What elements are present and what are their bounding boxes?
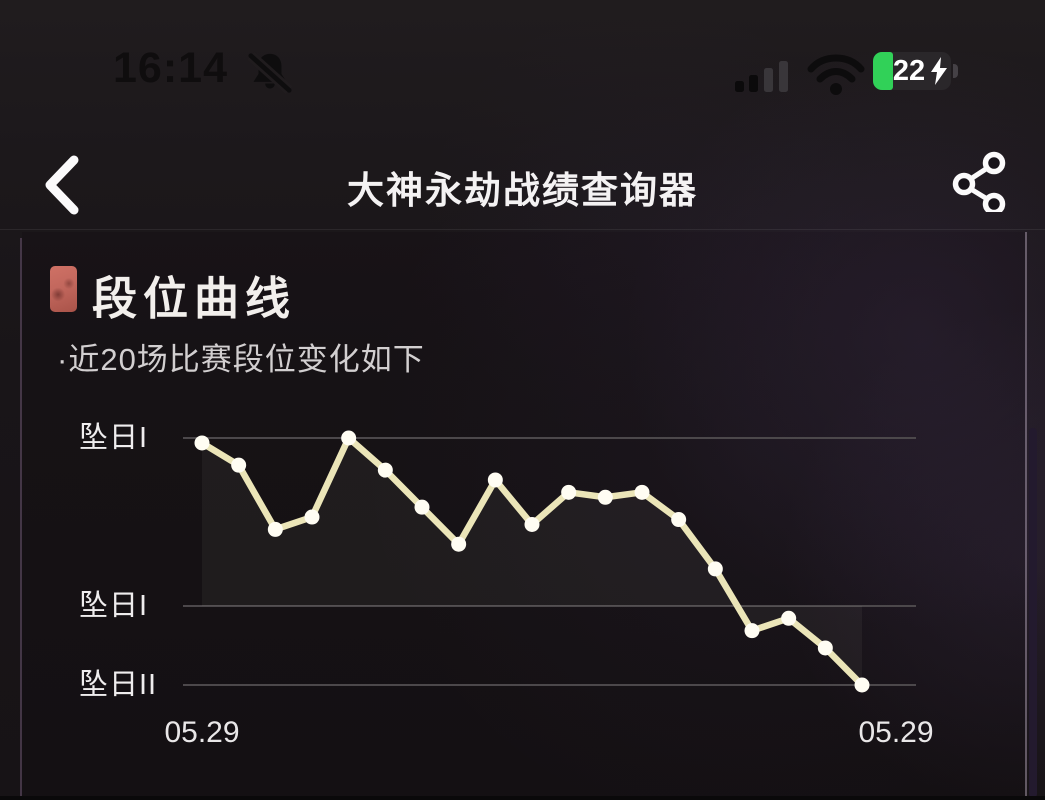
- data-point: [267, 521, 283, 537]
- data-point: [817, 640, 833, 656]
- data-point: [634, 484, 650, 500]
- data-point: [414, 499, 430, 515]
- y-axis-tick-label: 坠日I: [79, 422, 149, 454]
- battery-level-fill: [873, 52, 893, 90]
- card-right-border: [1025, 232, 1027, 798]
- section-badge-icon: [50, 266, 77, 312]
- share-button[interactable]: [942, 144, 1016, 220]
- card-left-border: [20, 238, 22, 796]
- data-point: [524, 516, 540, 532]
- data-point: [707, 561, 723, 577]
- data-point: [854, 677, 870, 693]
- wifi-icon: [807, 54, 865, 95]
- section-subtitle: ·近20场比赛段位变化如下: [57, 342, 425, 377]
- bottom-edge: [0, 796, 1045, 800]
- data-point: [451, 536, 467, 552]
- battery-percent: 22: [892, 55, 926, 87]
- data-points: [194, 430, 870, 693]
- data-point: [671, 512, 687, 528]
- y-axis-tick-label: 坠日I: [79, 589, 149, 622]
- data-point: [487, 472, 503, 488]
- gridline: [183, 604, 916, 607]
- scrollbar-thumb[interactable]: [1029, 428, 1037, 798]
- battery-cap: [953, 64, 958, 78]
- data-point: [744, 623, 760, 639]
- data-point: [231, 457, 247, 473]
- bell-muted-icon: [247, 51, 293, 95]
- data-point: [194, 435, 210, 451]
- status-time: 16:14: [113, 44, 228, 92]
- section-title: 段位曲线: [92, 272, 297, 325]
- page-title: 大神永劫战绩查询器: [347, 170, 698, 211]
- header-divider: [0, 229, 1045, 230]
- data-point: [781, 610, 797, 626]
- battery-icon: 22: [873, 52, 951, 90]
- data-point: [377, 462, 393, 478]
- area-fill: [202, 438, 862, 685]
- back-button[interactable]: [34, 146, 94, 224]
- x-axis-label-end: 05.29: [858, 716, 934, 749]
- y-axis-tick-label: 坠日II: [79, 669, 158, 701]
- data-point: [341, 430, 357, 446]
- charging-bolt-icon: [931, 57, 947, 85]
- cellular-signal-icon: [735, 61, 788, 92]
- data-point: [304, 509, 320, 525]
- x-axis-label-start: 05.29: [164, 716, 240, 749]
- gridline: [183, 437, 916, 439]
- back-chevron-icon: [45, 155, 79, 215]
- data-point: [561, 484, 577, 500]
- share-icon: [952, 151, 1006, 215]
- data-point: [597, 489, 613, 505]
- line-plot: [194, 430, 870, 693]
- gridline: [183, 684, 916, 686]
